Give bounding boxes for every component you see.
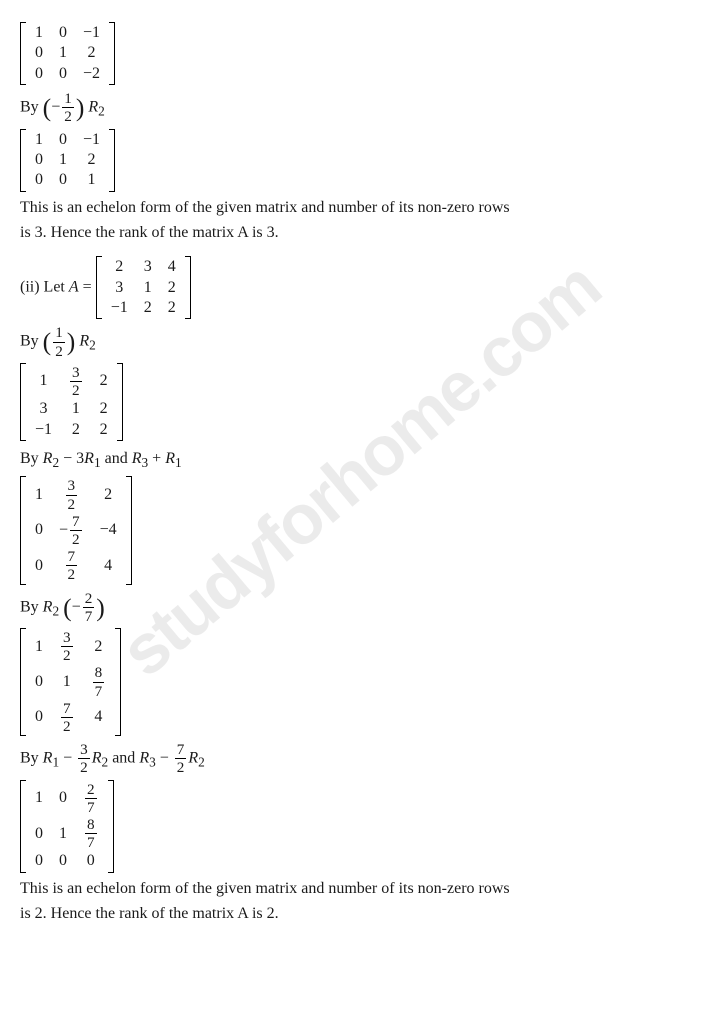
conclusion-2a: This is an echelon form of the given mat… (20, 877, 700, 900)
row-op-2: By (12) R2 (20, 325, 700, 358)
matrix-5: 1322 0187 0724 (20, 626, 700, 738)
matrix-6: 1027 0187 000 (20, 778, 700, 875)
row-op-3: By R2 − 3R1 and R3 + R1 (20, 447, 700, 473)
let-row: (ii) Let A = 234 312 −122 (20, 254, 700, 321)
conclusion-1b: is 3. Hence the rank of the matrix A is … (20, 221, 700, 244)
conclusion-2b: is 2. Hence the rank of the matrix A is … (20, 902, 700, 925)
matrix-4: 1322 0−72−4 0724 (20, 474, 700, 586)
conclusion-1a: This is an echelon form of the given mat… (20, 196, 700, 219)
row-op-4: By R2 (−27) (20, 591, 700, 624)
matrix-1: 10−1 012 00−2 (20, 20, 700, 87)
matrix-3: 1322 312 −122 (20, 361, 700, 443)
matrix-2: 10−1 012 001 (20, 127, 700, 194)
row-op-5: By R1 − 32R2 and R3 − 72R2 (20, 742, 700, 775)
row-op-1: By (−12) R2 (20, 91, 700, 124)
